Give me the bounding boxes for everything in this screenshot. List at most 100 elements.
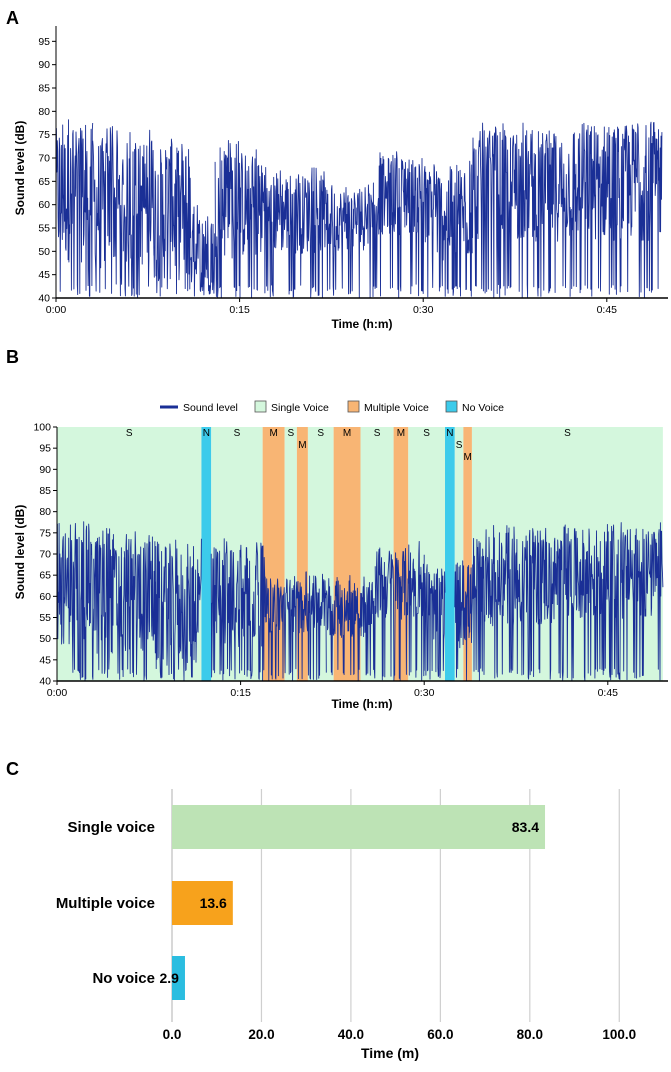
sound-level-line-segment [263, 166, 326, 299]
y-tick-label: 85 [38, 83, 50, 95]
panel-c-label: C [6, 759, 19, 779]
sound-level-line-segment [374, 541, 425, 682]
segment-label: S [234, 428, 241, 439]
x-tick-label: 0:45 [597, 304, 618, 316]
panel-c-xlabel: Time (m) [361, 1045, 419, 1061]
value-label: 2.9 [160, 970, 180, 986]
legend-swatch-no-voice [445, 400, 458, 413]
y-tick-label: 40 [39, 676, 51, 688]
y-tick-label: 50 [38, 246, 50, 258]
panel-a-label: A [6, 8, 19, 28]
bar [172, 956, 185, 1000]
y-tick-label: 65 [38, 176, 50, 188]
segment-label: S [564, 428, 571, 439]
panel-b-plot: S N S M SMS M S M S NSMS4045505560657075808590951… [33, 422, 668, 699]
x-tick-label: 0:15 [229, 304, 250, 316]
sound-level-line-segment [570, 522, 664, 682]
y-tick-label: 50 [39, 633, 51, 645]
y-tick-label: 75 [38, 129, 50, 141]
legend-label-multiple-voice: Multiple Voice [364, 402, 429, 414]
y-tick-label: 55 [38, 223, 50, 235]
panel-a-xlabel: Time (h:m) [331, 317, 392, 331]
segment-label: S [317, 428, 324, 439]
panel-b-ylabel: Sound level (dB) [13, 505, 27, 600]
segment-band-single [211, 427, 263, 681]
segment-label: S [423, 428, 430, 439]
x-tick-label: 80.0 [517, 1027, 543, 1042]
segment-band-single [454, 427, 464, 681]
sound-level-line-segment [423, 564, 446, 680]
legend-label-sound-level: Sound level [183, 402, 238, 414]
sound-level-line-segment [55, 119, 94, 297]
legend-swatch-multiple-voice [347, 400, 360, 413]
segment-label: S [456, 440, 463, 451]
x-tick-label: 0:45 [598, 687, 619, 699]
y-tick-label: 45 [38, 269, 50, 281]
panel-a-plot: 40 45 50 55 60 65 70 75 80 85 90 95 0:00 0:15 0:30 0:45 [38, 26, 668, 316]
segment-label: M [463, 452, 471, 463]
x-tick-label: 100.0 [602, 1027, 636, 1042]
sound-level-line-segment [373, 151, 424, 299]
segment-band-multiple [463, 427, 472, 681]
value-label: 83.4 [512, 819, 539, 835]
y-tick-label: 90 [39, 464, 51, 476]
y-tick-label: 65 [39, 570, 51, 582]
x-tick-label: 0.0 [163, 1027, 182, 1042]
panel-a-ylabel: Sound level (dB) [13, 121, 27, 216]
x-tick-label: 0:00 [47, 687, 68, 699]
y-tick-label: 70 [38, 153, 50, 165]
sound-level-line-segment [210, 538, 266, 682]
sound-level-line-segment [324, 182, 375, 299]
segment-band-multiple [262, 427, 285, 681]
y-tick-label: 60 [38, 199, 50, 211]
sound-level-line-segment [154, 538, 202, 681]
x-tick-label: 0:15 [230, 687, 251, 699]
y-tick-label: 90 [38, 59, 50, 71]
sound-level-line-segment [471, 122, 571, 299]
panel-c-plot: 0.0 20.0 40.0 60.0 80.0 100.0 Single voice 83.4… [56, 789, 636, 1042]
category-label: Multiple voice [56, 895, 155, 912]
sound-level-line-segment [93, 527, 125, 680]
segment-label: M [269, 428, 277, 439]
bar [172, 881, 233, 925]
y-tick-label: 45 [39, 654, 51, 666]
segment-band-multiple [393, 427, 409, 681]
sound-level-line-segment [422, 160, 473, 298]
panel-c: C Time (m) 0.0 20.0 40.0 60.0 80.0 100.0 Singl… [6, 759, 636, 1061]
sound-level-line-segment [569, 121, 663, 298]
y-tick-label: 60 [39, 591, 51, 603]
segment-band-multiple [296, 427, 308, 681]
sound-level-line-segment [123, 531, 156, 681]
sound-level-line-segment [122, 129, 155, 298]
sound-level-line-segment [214, 140, 265, 299]
sound-level-line-segment [56, 521, 95, 682]
segment-band-none [445, 427, 455, 681]
segment-label: M [343, 428, 351, 439]
x-tick-label: 0:30 [414, 687, 435, 699]
sound-level-line-segment [325, 575, 376, 682]
value-label: 13.6 [200, 895, 227, 911]
segment-label: N [203, 428, 210, 439]
sound-level-line-segment [190, 204, 216, 297]
y-tick-label: 80 [38, 106, 50, 118]
segment-label: M [397, 428, 405, 439]
y-tick-label: 70 [39, 549, 51, 561]
segment-label: S [126, 428, 133, 439]
segment-band-single [307, 427, 334, 681]
bar [172, 805, 546, 849]
legend-label-single-voice: Single Voice [271, 402, 329, 414]
category-label: No voice [92, 970, 155, 987]
panel-b-label: B [6, 347, 19, 367]
sound-level-line-segment [454, 560, 474, 681]
segment-label: M [298, 440, 306, 451]
x-tick-label: 0:30 [413, 304, 434, 316]
sound-level-line-segment [92, 126, 124, 297]
segment-label: S [287, 428, 294, 439]
y-tick-label: 85 [39, 485, 51, 497]
sound-level-line-segment [472, 524, 572, 682]
sound-level-line-segment [153, 138, 192, 297]
category-label: Single voice [67, 819, 155, 836]
y-tick-label: 95 [39, 443, 51, 455]
